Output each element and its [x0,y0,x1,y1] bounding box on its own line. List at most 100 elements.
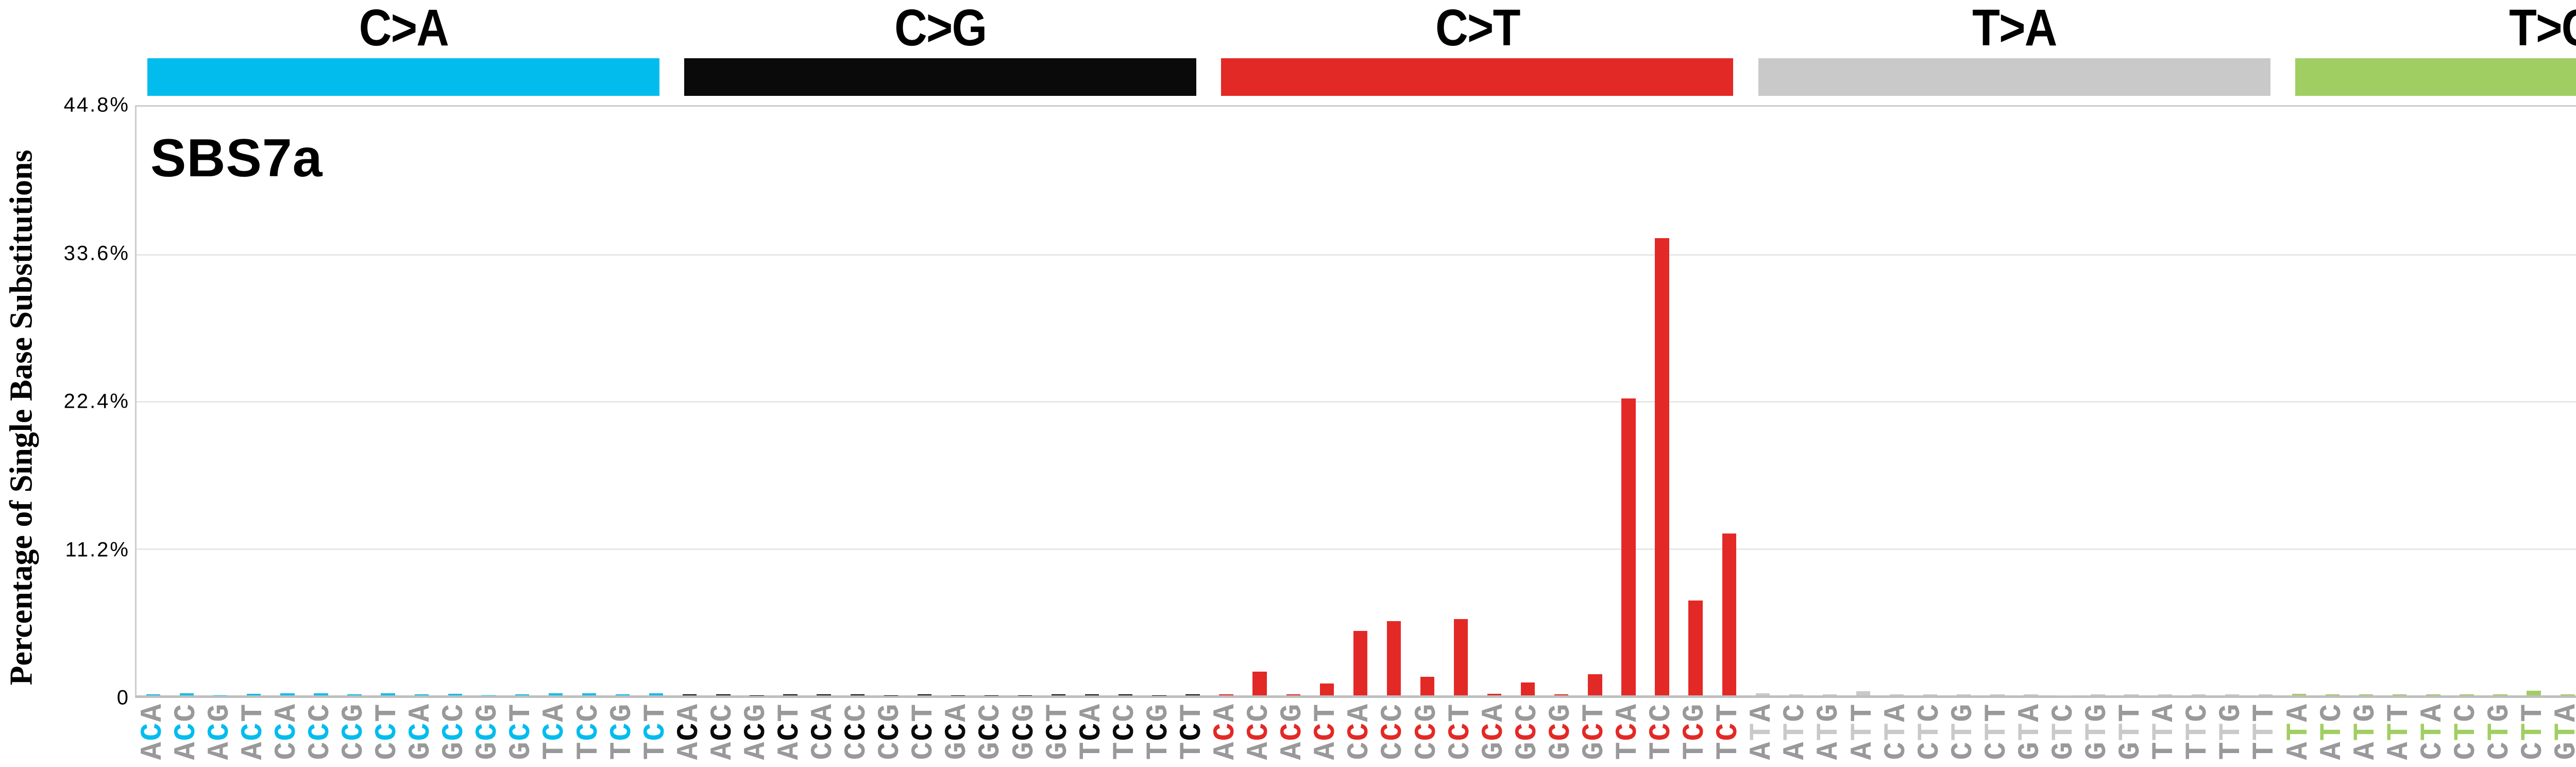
bar-slot [1713,107,1746,695]
x-label-cell: CCA [270,699,304,764]
bar-TCT-C>G [1185,694,1200,695]
bar-CCT-C>T [1453,619,1468,695]
bar-CCC-C>A [314,693,328,695]
x-label-cell: GTC [2047,699,2081,764]
bar-slot [2416,107,2450,695]
x-label-ATA-T>C: ATA [2282,703,2316,760]
x-label-cell: GCA [404,699,438,764]
x-label-ACT-C>T: ACT [1310,703,1344,760]
x-label-cell: CCT [371,699,405,764]
bar-slot [2450,107,2483,695]
x-label-CTT-T>A: CTT [1980,703,2014,760]
section-label-T>C: T>C [2509,0,2576,57]
bar-slot [1947,107,1980,695]
bar-CTC-T>C [2460,694,2474,695]
y-tick-label: 11.2% [65,538,130,561]
bar-CCC-C>G [850,694,865,695]
bar-ATG-T>A [1822,694,1837,695]
bar-slot [2483,107,2517,695]
x-label-cell: ACT [1310,699,1344,764]
bar-GCT-C>T [1588,674,1602,695]
bar-slot [1746,107,1780,695]
x-label-cell: TCC [1109,699,1142,764]
bar-slot [807,107,841,695]
signature-name-title: SBS7a [150,128,323,188]
x-label-CCG-C>T: CCG [1410,703,1444,760]
bar-slot [137,107,170,695]
section-label-C>G: C>G [894,0,987,57]
bar-CCT-C>G [917,694,931,695]
bar-slot [1176,107,1209,695]
bar-CCT-C>A [381,693,395,695]
x-label-cell: ACG [1276,699,1310,764]
x-label-GCT-C>A: GCT [505,703,539,760]
bar-slot [1780,107,1813,695]
bar-GCC-C>A [448,693,462,695]
x-label-GCG-C>G: GCG [1008,703,1042,760]
x-label-CTA-T>C: CTA [2416,703,2450,760]
bar-TTA-T>A [2158,694,2172,695]
x-label-cell: GTG [2081,699,2115,764]
bar-slot [1075,107,1109,695]
bar-CCG-C>T [1420,677,1435,695]
bar-ACG-C>A [213,695,227,696]
x-label-ACC-C>T: ACC [1243,703,1277,760]
bar-ACT-C>G [783,694,798,695]
x-label-cell: ATA [2282,699,2316,764]
bar-slot [1008,107,1042,695]
x-label-CCT-C>A: CCT [371,703,405,760]
x-label-ACC-C>G: ACC [706,703,740,760]
bar-TCG-C>T [1688,601,1703,695]
x-label-cell: GTA [2550,699,2576,764]
x-label-ACC-C>A: ACC [170,703,204,760]
bar-slot [1612,107,1645,695]
bar-slot [975,107,1008,695]
x-label-GCA-C>G: GCA [941,703,975,760]
bar-CCA-C>T [1353,631,1368,695]
bar-GTT-T>A [2124,694,2139,695]
x-label-cell: GTT [2114,699,2148,764]
x-label-cell: CCG [874,699,908,764]
x-label-cell: GCG [1008,699,1042,764]
x-label-CCT-C>T: CCT [1444,703,1478,760]
x-label-cell: ACA [673,699,706,764]
x-label-cell: CTC [1913,699,1947,764]
bar-TTG-T>A [2225,694,2240,695]
bar-TCA-C>A [548,693,563,695]
bar-TCC-C>G [1118,694,1133,695]
bar-CTA-T>C [2426,694,2441,695]
x-label-TCT-C>T: TCT [1712,703,1746,760]
bar-slot [1545,107,1578,695]
bar-slot [1109,107,1142,695]
bar-slot [740,107,773,695]
bar-TTT-T>A [2258,694,2273,695]
x-label-TTT-T>A: TTT [2248,703,2282,760]
bar-CCA-C>A [280,693,295,695]
bar-slot [1578,107,1612,695]
x-label-TCC-C>G: TCC [1108,703,1142,760]
bar-CTG-T>C [2493,694,2507,695]
x-label-ATG-T>C: ATG [2349,703,2383,760]
bar-slot [204,107,237,695]
bar-GCA-C>A [414,694,429,695]
bar-slot [438,107,472,695]
bar-slot [237,107,270,695]
section-color-bar-T>C [2295,58,2576,96]
x-label-cell: CTG [1947,699,1980,764]
bar-CTA-T>A [1889,694,1904,695]
bar-slot [2316,107,2349,695]
x-label-cell: ATT [2383,699,2416,764]
x-label-TCT-C>A: TCT [639,703,673,760]
x-label-ACA-C>T: ACA [1209,703,1243,760]
bar-ACG-C>T [1286,694,1300,695]
x-label-GTA-T>A: GTA [2013,703,2047,760]
bar-CCG-C>A [347,694,362,695]
x-label-cell: ACC [706,699,740,764]
y-tick-label: 22.4% [63,390,130,413]
bar-ATA-T>A [1755,693,1770,695]
x-label-GTG-T>A: GTG [2081,703,2115,760]
x-label-TCG-C>T: TCG [1679,703,1713,760]
x-label-GCG-C>A: GCG [471,703,505,760]
bar-slot [1344,107,1377,695]
bar-slot [841,107,874,695]
